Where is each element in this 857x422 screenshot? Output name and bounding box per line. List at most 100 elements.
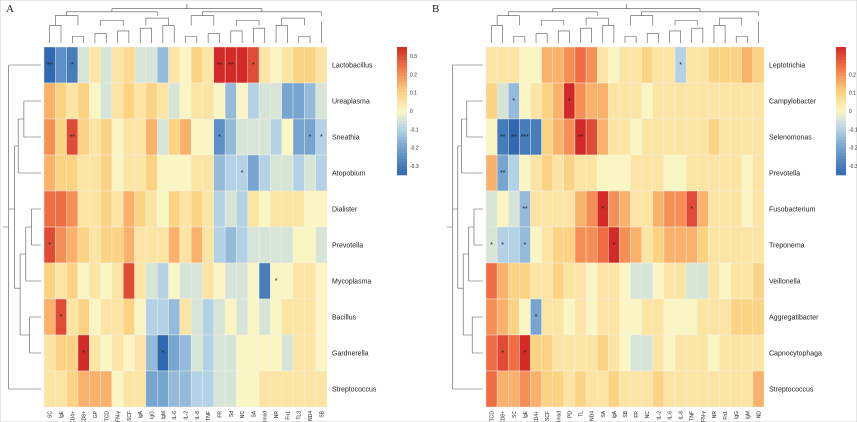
heatmap-cell	[179, 190, 192, 228]
heatmap-cell	[730, 370, 742, 408]
row-label: Sneathia	[332, 135, 360, 142]
heatmap-cell	[190, 226, 203, 264]
heatmap-cell	[619, 154, 631, 192]
heatmap-cell	[630, 190, 642, 228]
heatmap-cell	[89, 154, 101, 192]
heatmap-cell	[202, 46, 214, 84]
heatmap-cell	[719, 154, 731, 192]
heatmap-cell	[100, 370, 113, 408]
heatmap-cell	[247, 190, 260, 228]
legend-tick-label: -0.1	[410, 127, 419, 133]
heatmap-cell	[585, 262, 598, 300]
heatmap-cell	[134, 118, 147, 156]
heatmap-cell	[508, 262, 520, 300]
heatmap-cell	[55, 118, 67, 156]
column-label: FR	[634, 411, 640, 418]
heatmap-cell	[100, 46, 113, 84]
significance-mark: *	[524, 350, 527, 357]
heatmap-cell	[663, 226, 676, 264]
heatmap-cell	[608, 262, 620, 300]
heatmap-cell	[236, 118, 248, 156]
heatmap-cell	[630, 262, 642, 300]
heatmap-cell	[123, 190, 135, 228]
heatmap-cell	[315, 298, 328, 336]
heatmap-cell	[156, 154, 169, 192]
heatmap-cell	[519, 82, 531, 120]
legend-tick-label: -0.1	[849, 127, 857, 133]
heatmap-cell	[304, 226, 316, 264]
heatmap-cell	[508, 226, 520, 264]
heatmap-cell	[179, 226, 192, 264]
heatmap-cell	[168, 190, 181, 228]
heatmap-cell	[719, 46, 731, 84]
heatmap-cell	[224, 118, 237, 156]
heatmap-cell	[608, 190, 620, 228]
heatmap-cell	[730, 262, 742, 300]
heatmap-cell	[270, 118, 282, 156]
heatmap-cell	[630, 82, 642, 120]
heatmap-cell	[281, 46, 294, 84]
heatmap-cell	[741, 334, 754, 372]
heatmap-cell	[55, 334, 67, 372]
heatmap-cell	[597, 370, 609, 408]
heatmap-cell	[224, 154, 237, 192]
heatmap-cell	[674, 226, 687, 264]
heatmap-cell	[111, 118, 124, 156]
heatmap-cell	[541, 334, 553, 372]
heatmap-cell	[574, 226, 587, 264]
heatmap-cell	[281, 190, 294, 228]
column-label: IL-8	[195, 411, 201, 420]
heatmap-cell	[663, 262, 676, 300]
heatmap-cell	[630, 154, 642, 192]
heatmap-cell	[55, 190, 67, 228]
heatmap-cell	[292, 118, 305, 156]
heatmap-cell	[541, 46, 553, 84]
heatmap-cell	[697, 82, 709, 120]
heatmap-cell	[619, 190, 631, 228]
heatmap-cell	[281, 298, 294, 336]
heatmap-cell	[66, 298, 79, 336]
row-label: Dialister	[332, 207, 358, 214]
heatmap-cell	[304, 370, 316, 408]
significance-mark: *	[690, 206, 693, 213]
heatmap-cell	[156, 118, 169, 156]
row-label: Bacillus	[332, 315, 357, 322]
heatmap-cell	[43, 82, 56, 120]
heatmap-cell	[730, 46, 742, 84]
heatmap-panel-b: B** *** ** *** ****** * ** * * *** *LeptotrichiaCa…	[432, 3, 857, 422]
heatmap-cell	[100, 154, 113, 192]
heatmap-cell	[485, 370, 498, 408]
heatmap-cell	[652, 118, 665, 156]
heatmap-cell	[530, 370, 542, 408]
heatmap-cell	[168, 298, 181, 336]
heatmap-cell	[574, 298, 587, 336]
heatmap-cell	[508, 46, 520, 84]
legend-tick-label: 0.1	[849, 91, 856, 97]
heatmap-cell	[630, 370, 642, 408]
heatmap-cell	[89, 46, 101, 84]
heatmap-cell	[270, 82, 282, 120]
significance-mark: *	[501, 242, 504, 249]
heatmap-cell	[213, 190, 226, 228]
heatmap-cell	[674, 154, 687, 192]
column-label: IgM	[745, 411, 751, 419]
heatmap-cell	[619, 82, 631, 120]
significance-mark: *	[501, 350, 504, 357]
heatmap-cell	[597, 46, 609, 84]
heatmap-cell	[190, 190, 203, 228]
heatmap-cell	[752, 118, 765, 156]
heatmap-cell	[77, 82, 90, 120]
heatmap-cell	[89, 262, 101, 300]
heatmap-cell	[697, 118, 709, 156]
heatmap-cell	[619, 370, 631, 408]
heatmap-cell	[190, 334, 203, 372]
heatmap-cell	[708, 154, 720, 192]
heatmap-cell	[304, 154, 316, 192]
heatmap-cell	[156, 370, 169, 408]
heatmap-cell	[77, 370, 90, 408]
heatmap-cell	[315, 154, 328, 192]
row-label: Campylobacter	[769, 99, 817, 106]
heatmap-cell	[145, 226, 158, 264]
heatmap-cell	[236, 370, 248, 408]
heatmap-cell	[190, 298, 203, 336]
